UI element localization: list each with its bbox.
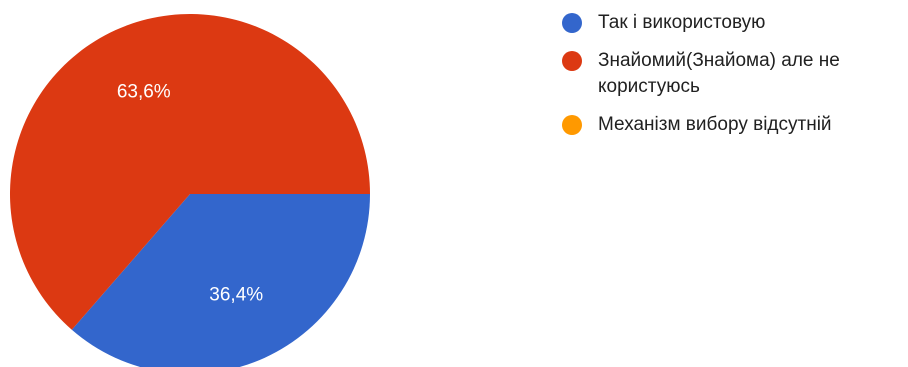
pie-slice[interactable] xyxy=(9,14,370,330)
legend-item[interactable]: Так і використовую xyxy=(562,10,902,36)
legend-item[interactable]: Механізм вибору відсутній xyxy=(562,112,902,138)
pie-slice[interactable] xyxy=(71,194,370,367)
pie-chart: 36,4% 63,6% xyxy=(9,14,370,367)
chart-legend: Так і використовую Знайомий(Знайома) але … xyxy=(562,10,902,150)
slice-percent-label: 36,4% xyxy=(209,285,263,306)
legend-item[interactable]: Знайомий(Знайома) але не користуюсь xyxy=(562,48,902,100)
legend-swatch-icon xyxy=(562,13,582,33)
legend-swatch-icon xyxy=(562,51,582,71)
legend-label: Знайомий(Знайома) але не користуюсь xyxy=(598,50,840,97)
legend-label: Механізм вибору відсутній xyxy=(598,114,832,135)
legend-label: Так і використовую xyxy=(598,12,766,33)
legend-swatch-icon xyxy=(562,115,582,135)
slice-percent-label: 63,6% xyxy=(117,81,171,102)
